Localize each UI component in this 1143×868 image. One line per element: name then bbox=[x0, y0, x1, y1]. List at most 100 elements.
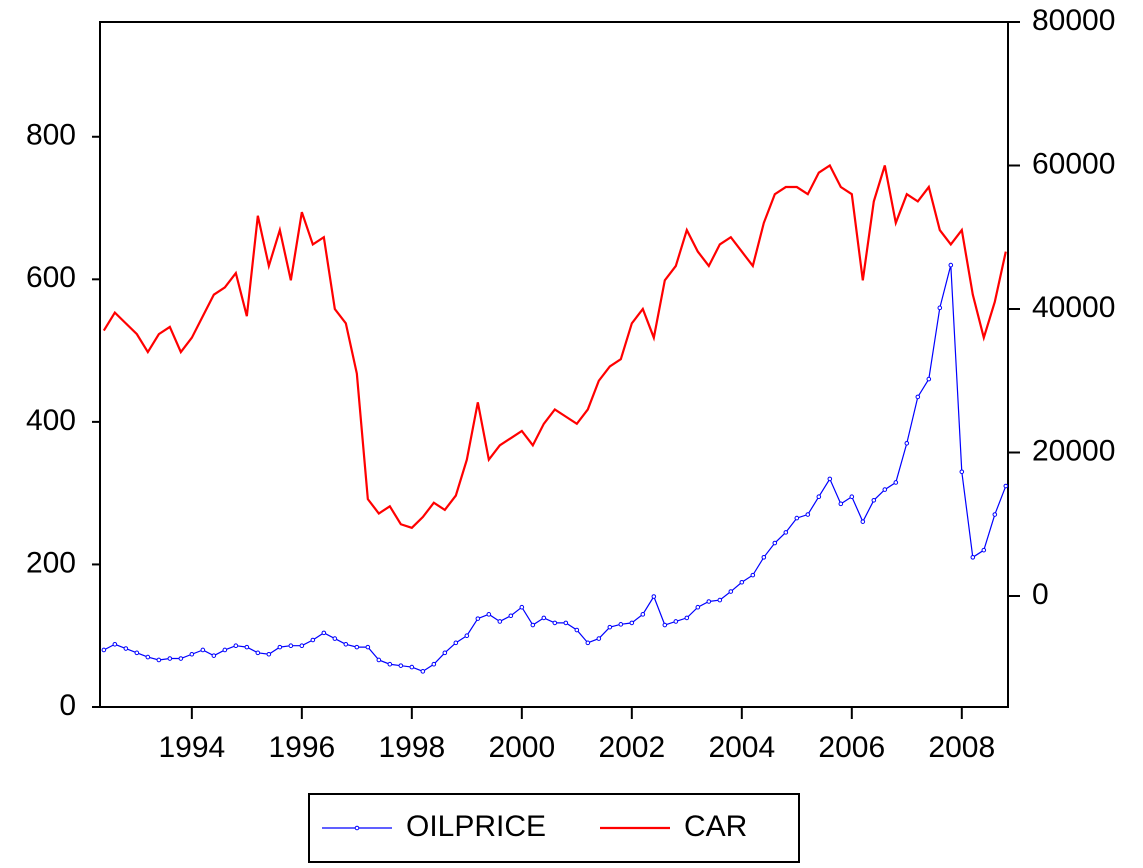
series-marker bbox=[904, 440, 910, 446]
series-marker bbox=[618, 622, 624, 627]
legend-label: CAR bbox=[684, 810, 747, 843]
series-marker bbox=[508, 613, 514, 619]
series-marker bbox=[167, 656, 173, 661]
series-marker bbox=[475, 616, 481, 621]
series-marker bbox=[354, 644, 360, 650]
series-marker bbox=[596, 636, 602, 641]
series-marker bbox=[816, 494, 822, 500]
series-marker bbox=[684, 615, 690, 621]
series-marker bbox=[607, 624, 613, 630]
series-marker bbox=[849, 494, 855, 500]
series-marker bbox=[200, 647, 206, 653]
series-marker bbox=[277, 644, 283, 650]
series-marker bbox=[750, 572, 756, 578]
series-marker bbox=[926, 376, 932, 382]
legend-label: OILPRICE bbox=[406, 810, 546, 843]
series-marker bbox=[376, 657, 382, 663]
series-marker bbox=[299, 643, 305, 648]
y-tick-label: 0 bbox=[59, 689, 76, 722]
series-line bbox=[102, 163, 1007, 530]
series-marker bbox=[189, 651, 195, 657]
series-marker bbox=[695, 604, 701, 610]
series-marker bbox=[970, 555, 976, 560]
series-marker bbox=[310, 637, 316, 643]
series-marker bbox=[1003, 483, 1009, 489]
x-tick-label: 2000 bbox=[488, 731, 555, 764]
series-marker bbox=[992, 512, 998, 517]
series-marker bbox=[937, 305, 943, 311]
y2-tick-label: 60000 bbox=[1032, 147, 1115, 180]
y2-tick-label: 20000 bbox=[1032, 434, 1115, 467]
series-marker bbox=[651, 594, 657, 599]
series-marker bbox=[871, 497, 877, 503]
legend-marker bbox=[354, 825, 360, 831]
series-marker bbox=[255, 650, 261, 656]
y2-tick-label: 40000 bbox=[1032, 291, 1115, 324]
series-marker bbox=[761, 555, 767, 560]
series-marker bbox=[233, 643, 239, 648]
series-marker bbox=[662, 622, 668, 628]
x-tick-label: 1998 bbox=[378, 731, 445, 764]
series-line bbox=[103, 264, 1007, 673]
series-marker bbox=[552, 620, 558, 626]
series-marker bbox=[574, 627, 580, 633]
series-marker bbox=[706, 599, 712, 604]
x-tick-label: 1994 bbox=[158, 731, 225, 764]
series-marker bbox=[893, 480, 899, 485]
series-marker bbox=[222, 647, 228, 653]
series-marker bbox=[673, 619, 679, 624]
series-marker bbox=[431, 661, 437, 667]
series-marker bbox=[321, 630, 327, 636]
series-marker bbox=[739, 579, 745, 585]
y2-tick-label: 0 bbox=[1032, 578, 1049, 611]
series-marker bbox=[629, 620, 635, 626]
series-marker bbox=[464, 633, 470, 639]
series-marker bbox=[519, 604, 525, 610]
series-marker bbox=[640, 612, 646, 617]
series-marker bbox=[409, 664, 415, 670]
series-marker bbox=[728, 589, 734, 594]
y-tick-label: 600 bbox=[26, 261, 76, 294]
series-marker bbox=[838, 501, 844, 507]
series-marker bbox=[123, 646, 129, 651]
series-marker bbox=[134, 650, 140, 656]
series-marker bbox=[783, 530, 789, 535]
series-marker bbox=[244, 644, 250, 650]
series-marker bbox=[178, 656, 184, 661]
series-marker bbox=[882, 487, 888, 492]
series-marker bbox=[530, 622, 536, 628]
series-marker bbox=[497, 619, 503, 624]
series-marker bbox=[585, 640, 591, 646]
series-marker bbox=[387, 661, 393, 667]
series-marker bbox=[343, 641, 349, 647]
series-marker bbox=[794, 515, 800, 521]
y-tick-label: 200 bbox=[26, 546, 76, 579]
series-marker bbox=[959, 469, 965, 475]
series-marker bbox=[365, 644, 371, 650]
series-marker bbox=[420, 669, 426, 674]
x-tick-label: 2006 bbox=[818, 731, 885, 764]
series-marker bbox=[981, 547, 987, 553]
x-tick-label: 2004 bbox=[708, 731, 775, 764]
series-marker bbox=[398, 663, 404, 668]
series-marker bbox=[915, 394, 921, 400]
series-marker bbox=[156, 657, 162, 663]
series-marker bbox=[486, 612, 492, 617]
series-marker bbox=[266, 651, 272, 657]
series-marker bbox=[541, 615, 547, 621]
series-marker bbox=[332, 636, 338, 641]
series-marker bbox=[453, 640, 459, 646]
series-marker bbox=[112, 641, 118, 647]
series-marker bbox=[948, 262, 954, 268]
x-tick-label: 2002 bbox=[598, 731, 665, 764]
series-marker bbox=[101, 647, 107, 653]
series-marker bbox=[717, 597, 723, 603]
plot-frame bbox=[99, 21, 1009, 708]
x-tick-label: 1996 bbox=[268, 731, 335, 764]
series-marker bbox=[827, 476, 833, 482]
y-tick-label: 400 bbox=[26, 404, 76, 437]
series-marker bbox=[805, 512, 811, 517]
series-marker bbox=[145, 654, 151, 660]
